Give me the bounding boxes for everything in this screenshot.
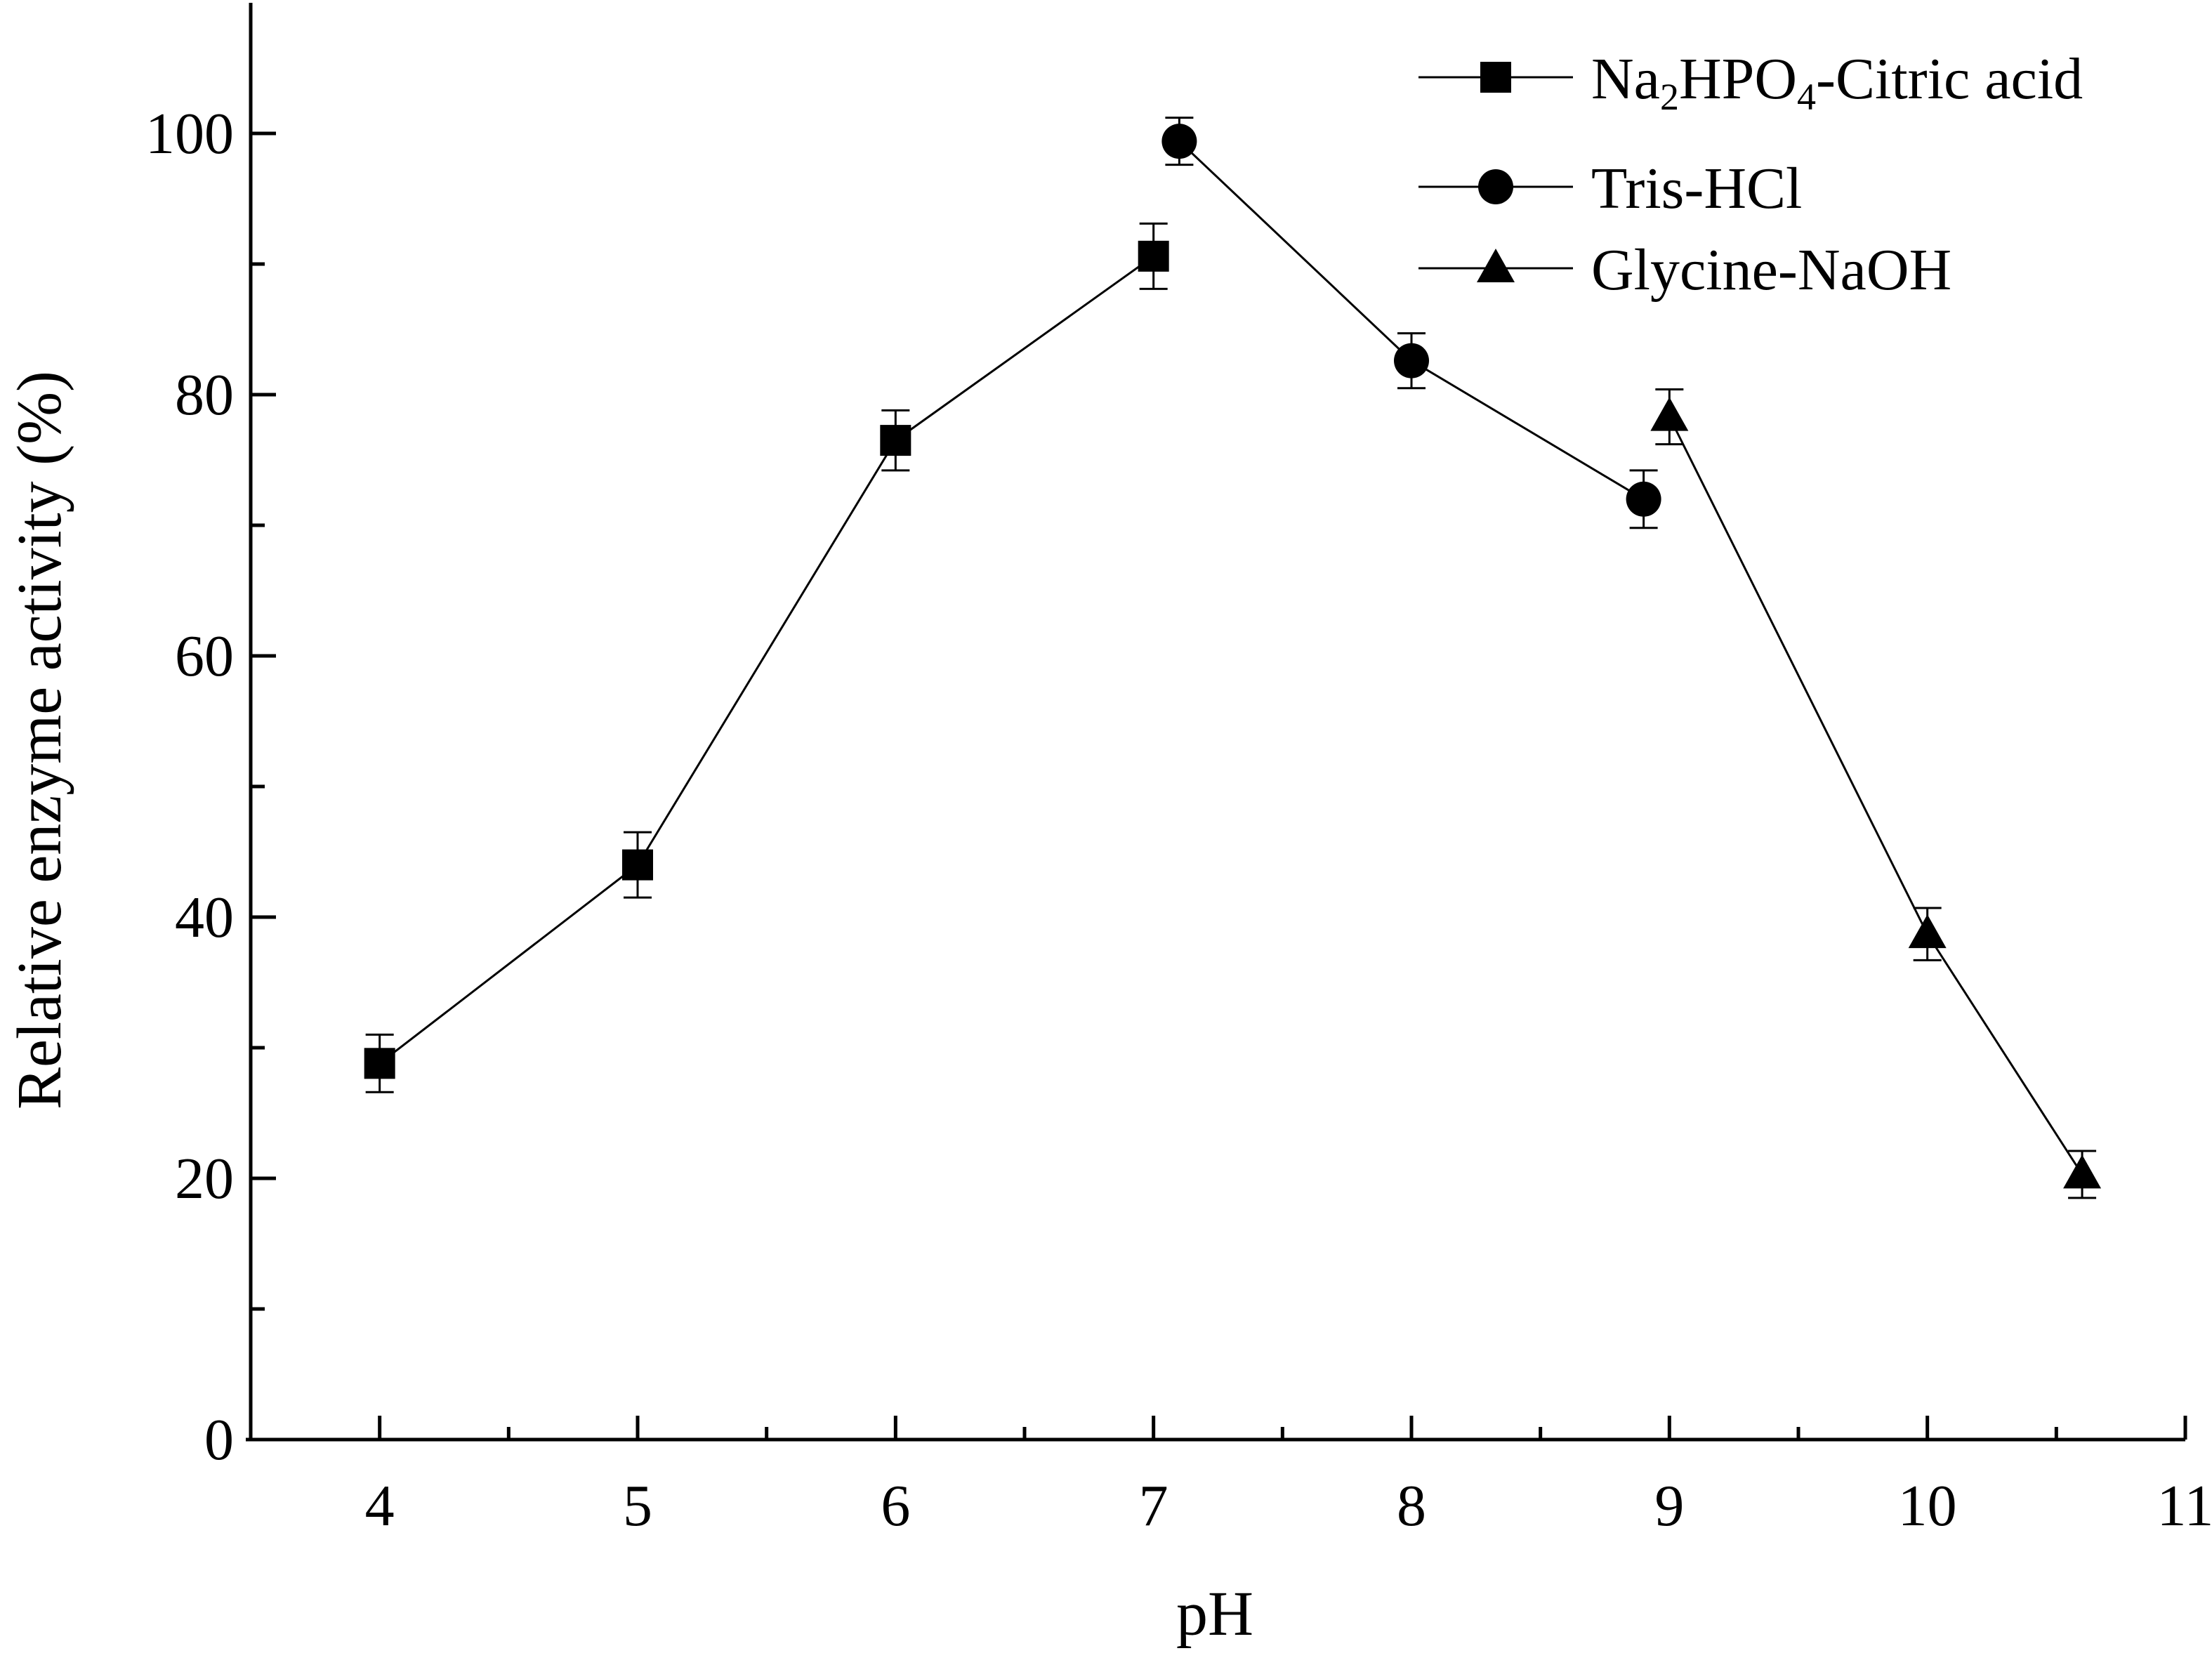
y-tick-label-20: 20 bbox=[175, 1146, 234, 1211]
y-tick-label-80: 80 bbox=[175, 362, 234, 428]
data-point-triangle bbox=[1650, 397, 1689, 431]
legend-item-1: Tris-HCl bbox=[1418, 156, 1802, 221]
legend-item-2: Glycine-NaOH bbox=[1418, 237, 1951, 303]
legend-marker-triangle bbox=[1477, 249, 1515, 282]
legend-label: Na2HPO4-Citric acid bbox=[1591, 46, 2083, 118]
data-point-square bbox=[880, 425, 911, 456]
x-tick-label-6: 6 bbox=[881, 1473, 910, 1539]
y-axis: 0 20 40 60 80 100 bbox=[145, 3, 276, 1473]
x-tick-label-11: 11 bbox=[2157, 1473, 2212, 1539]
legend-marker-square bbox=[1480, 62, 1511, 93]
y-tick-label-60: 60 bbox=[175, 624, 234, 689]
x-tick-label-8: 8 bbox=[1397, 1473, 1426, 1539]
y-tick-label-100: 100 bbox=[145, 101, 234, 166]
data-point-triangle bbox=[1908, 914, 1947, 949]
x-tick-label-9: 9 bbox=[1654, 1473, 1684, 1539]
data-point-square bbox=[622, 849, 653, 881]
y-axis-title: Relative enzyme activity (%) bbox=[5, 371, 74, 1110]
x-axis-title: pH bbox=[1176, 1579, 1253, 1649]
legend-label: Glycine-NaOH bbox=[1591, 237, 1951, 303]
x-tick-label-5: 5 bbox=[623, 1473, 652, 1539]
plot-series bbox=[364, 117, 2102, 1199]
series-line-1 bbox=[1178, 140, 1645, 501]
legend-label-part-main: Na bbox=[1591, 46, 1660, 112]
y-tick-label-40: 40 bbox=[175, 885, 234, 950]
data-point-circle bbox=[1626, 481, 1661, 517]
legend-label-part-tail: -Citric acid bbox=[1816, 46, 2083, 112]
legend-item-0: Na2HPO4-Citric acid bbox=[1418, 46, 2083, 118]
series-0 bbox=[364, 222, 1169, 1093]
x-tick-label-7: 7 bbox=[1139, 1473, 1168, 1539]
x-tick-label-10: 10 bbox=[1898, 1473, 1957, 1539]
series-2 bbox=[1650, 388, 2102, 1199]
x-axis: 4 5 6 7 8 9 10 11 bbox=[246, 1416, 2212, 1539]
data-point-circle bbox=[1394, 343, 1429, 378]
y-tick-label-0: 0 bbox=[204, 1407, 234, 1473]
y-ticks: 0 20 40 60 80 100 bbox=[145, 101, 276, 1473]
data-point-triangle bbox=[2063, 1154, 2102, 1189]
legend-label: Tris-HCl bbox=[1591, 156, 1802, 221]
data-point-square bbox=[364, 1048, 395, 1079]
series-1 bbox=[1161, 117, 1661, 529]
legend-marker-circle bbox=[1478, 169, 1513, 204]
legend-label-part-mid: HPO bbox=[1679, 46, 1797, 112]
legend-label-part-sub1: 2 bbox=[1660, 76, 1679, 118]
x-ticks: 4 5 6 7 8 9 10 11 bbox=[249, 1416, 2212, 1539]
data-point-square bbox=[1138, 240, 1169, 272]
data-point-circle bbox=[1161, 124, 1197, 159]
legend-label-part-sub2: 4 bbox=[1797, 76, 1816, 118]
series-line-0 bbox=[378, 255, 1154, 1065]
x-tick-label-4: 4 bbox=[365, 1473, 395, 1539]
series-line-2 bbox=[1668, 416, 2083, 1176]
